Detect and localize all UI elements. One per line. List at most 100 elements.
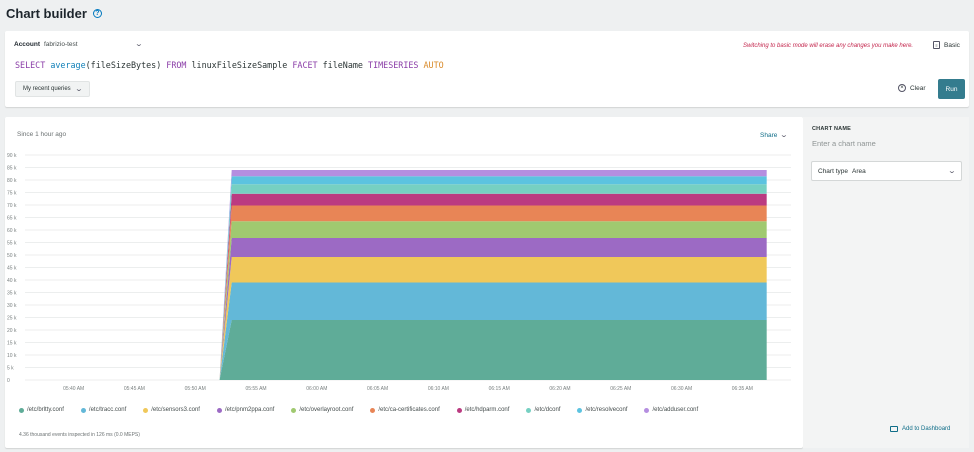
- chevron-down-icon: ⌄: [74, 86, 84, 93]
- legend-swatch: [644, 407, 650, 413]
- x-tick-label: 06:00 AM: [306, 386, 327, 392]
- x-tick-label: 06:30 AM: [671, 386, 692, 392]
- account-selector[interactable]: Account fabrizio-test ⌄: [14, 40, 144, 49]
- area-chart[interactable]: 0 5 k 10 k 15 k 20 k 25 k 30 k 35 k 40 k 45 k 50 k…: [5, 147, 803, 392]
- x-tick-label: 05:50 AM: [185, 386, 206, 392]
- area-series[interactable]: [219, 221, 767, 380]
- nrql-keyword: FROM: [166, 60, 187, 70]
- y-tick-label: 20 k: [7, 328, 17, 334]
- x-tick-label: 06:05 AM: [367, 386, 388, 392]
- page-header: Chart builder ?: [6, 4, 102, 22]
- x-tick-label: 05:45 AM: [124, 386, 145, 392]
- x-tick-label: 06:35 AM: [732, 386, 753, 392]
- legend-item[interactable]: /etc/resolveconf: [577, 407, 627, 413]
- nrql-query-editor[interactable]: SELECT average(fileSizeBytes) FROM linux…: [15, 60, 444, 70]
- share-button[interactable]: Share ⌄: [760, 131, 789, 140]
- legend-label: /etc/hdparm.conf: [464, 407, 510, 413]
- add-to-dashboard-button[interactable]: Add to Dashboard: [890, 426, 950, 432]
- y-tick-label: 5 k: [7, 366, 14, 372]
- nrql-keyword: FACET: [292, 60, 318, 70]
- chart-name-input[interactable]: [812, 136, 962, 150]
- legend-swatch: [370, 407, 376, 413]
- legend-swatch: [143, 407, 149, 413]
- account-value: fabrizio-test: [44, 40, 78, 48]
- chart-panel: Since 1 hour ago Share ⌄ 0 5 k 10 k 15 k 20 …: [5, 117, 803, 448]
- y-tick-label: 65 k: [7, 216, 17, 222]
- legend-item[interactable]: /etc/ca-certificates.conf: [370, 407, 440, 413]
- clear-button[interactable]: × Clear: [898, 84, 926, 92]
- nrql-argument: (fileSizeBytes): [85, 60, 162, 70]
- add-to-dashboard-label: Add to Dashboard: [902, 426, 951, 432]
- y-tick-label: 80 k: [7, 178, 17, 184]
- nrql-function: average: [50, 60, 86, 70]
- basic-mode-warning: Switching to basic mode will erase any c…: [743, 43, 914, 49]
- y-tick-label: 0: [7, 378, 10, 384]
- chevron-down-icon: ⌄: [947, 168, 957, 175]
- legend-item[interactable]: /etc/hdparm.conf: [456, 407, 510, 413]
- chart-settings-panel: CHART NAME Chart type Area ⌄ Add to Dash…: [803, 117, 969, 448]
- dashboard-icon: [890, 426, 898, 432]
- legend-swatch: [80, 407, 86, 413]
- y-tick-label: 50 k: [7, 253, 17, 259]
- chevron-down-icon: ⌄: [779, 132, 789, 139]
- nrql-auto: AUTO: [423, 60, 444, 70]
- basic-mode-icon: ≡: [933, 41, 940, 49]
- legend-item[interactable]: /etc/adduser.conf: [644, 407, 698, 413]
- nrql-facet-attribute: fileName: [322, 60, 363, 70]
- chart-type-select[interactable]: Chart type Area ⌄: [811, 161, 962, 181]
- y-tick-label: 85 k: [7, 166, 17, 172]
- basic-mode-button[interactable]: ≡ Basic: [933, 41, 960, 49]
- legend-label: /etc/resolveconf: [585, 407, 628, 413]
- y-tick-label: 90 k: [7, 153, 17, 159]
- x-tick-label: 05:40 AM: [63, 386, 84, 392]
- time-range-label: Since 1 hour ago: [17, 131, 67, 138]
- legend-label: /etc/dconf: [534, 407, 561, 413]
- x-tick-label: 06:25 AM: [610, 386, 631, 392]
- share-label: Share: [760, 131, 778, 139]
- nrql-table: linuxFileSizeSample: [191, 60, 288, 70]
- y-tick-label: 60 k: [7, 228, 17, 234]
- nrql-keyword: SELECT: [15, 60, 46, 70]
- nrql-keyword: TIMESERIES: [368, 60, 419, 70]
- area-series[interactable]: [219, 320, 767, 380]
- legend-label: /etc/pnm2ppa.conf: [224, 407, 275, 413]
- chart-type-value: Area: [852, 167, 866, 175]
- y-tick-label: 30 k: [7, 303, 17, 309]
- legend-item[interactable]: /etc/brltty.conf: [19, 407, 64, 413]
- legend-swatch: [577, 407, 583, 413]
- query-panel: Account fabrizio-test ⌄ Switching to bas…: [5, 31, 969, 107]
- account-label: Account: [14, 40, 40, 48]
- x-tick-label: 06:20 AM: [549, 386, 570, 392]
- basic-mode-label: Basic: [944, 41, 960, 49]
- clear-icon: ×: [898, 84, 906, 92]
- legend-item[interactable]: /etc/pnm2ppa.conf: [216, 407, 275, 413]
- legend-item[interactable]: /etc/tracc.conf: [80, 407, 126, 413]
- y-tick-label: 35 k: [7, 291, 17, 297]
- recent-queries-label: My recent queries: [23, 86, 71, 92]
- legend-swatch: [216, 407, 222, 413]
- x-tick-label: 06:10 AM: [428, 386, 449, 392]
- legend-item[interactable]: /etc/sensors3.conf: [143, 407, 200, 413]
- recent-queries-button[interactable]: My recent queries ⌄: [15, 81, 90, 97]
- area-series[interactable]: [219, 238, 767, 380]
- legend-swatch: [526, 407, 532, 413]
- y-tick-label: 40 k: [7, 278, 17, 284]
- x-tick-label: 05:55 AM: [245, 386, 266, 392]
- help-icon[interactable]: ?: [92, 8, 102, 18]
- chart-name-label: CHART NAME: [812, 126, 851, 132]
- legend-label: /etc/sensors3.conf: [151, 407, 200, 413]
- legend-swatch: [291, 407, 297, 413]
- legend-item[interactable]: /etc/dconf: [526, 407, 560, 413]
- page-title: Chart builder: [6, 5, 87, 21]
- y-tick-label: 70 k: [7, 203, 17, 209]
- area-series[interactable]: [219, 282, 767, 381]
- chart-type-label: Chart type: [818, 167, 848, 175]
- y-tick-label: 10 k: [7, 353, 17, 359]
- area-series[interactable]: [219, 257, 767, 380]
- chevron-down-icon: ⌄: [134, 41, 144, 48]
- legend-item[interactable]: /etc/overlayroot.conf: [291, 407, 353, 413]
- y-tick-label: 45 k: [7, 266, 17, 272]
- run-button[interactable]: Run: [938, 79, 965, 99]
- chart-legend: /etc/brltty.conf/etc/tracc.conf/etc/sens…: [19, 407, 799, 413]
- legend-label: /etc/ca-certificates.conf: [378, 407, 440, 413]
